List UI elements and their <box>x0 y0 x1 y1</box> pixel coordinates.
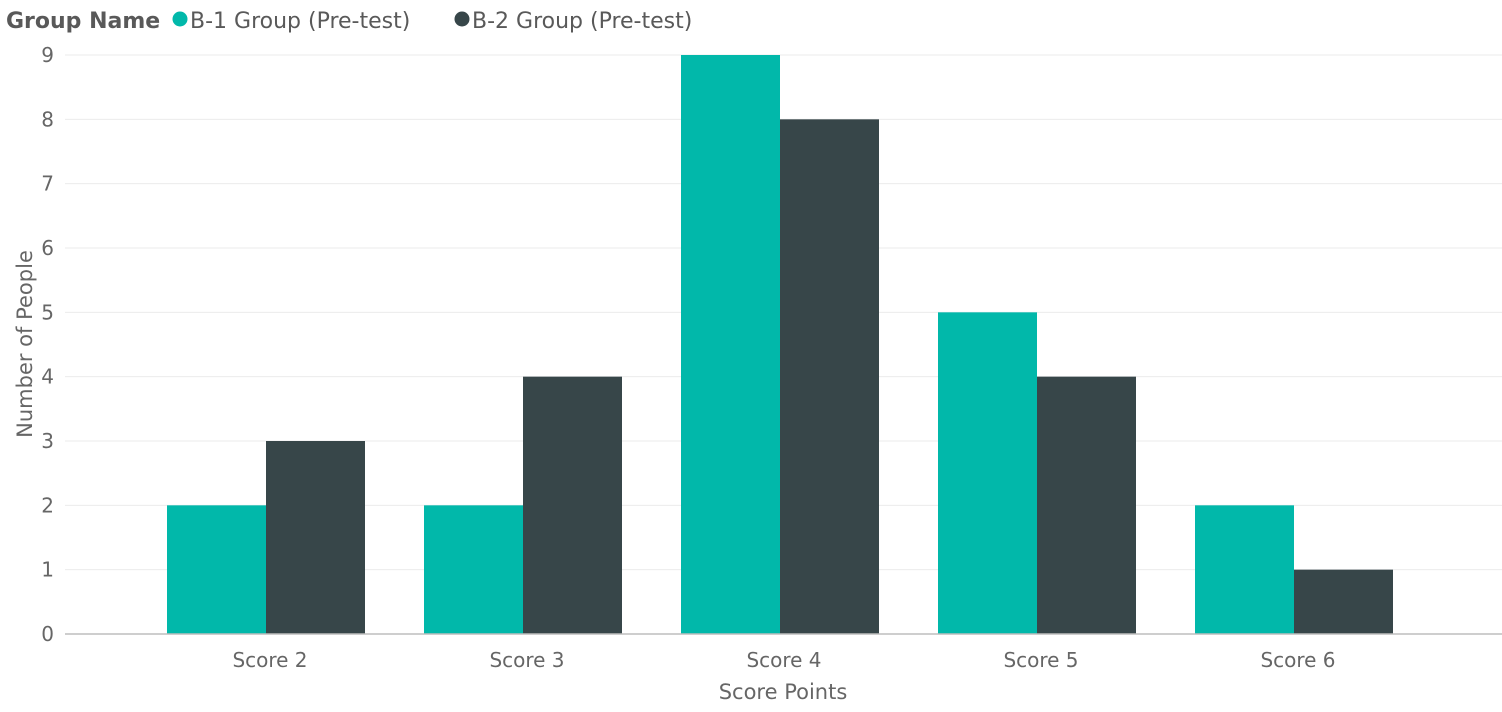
y-tick-label: 7 <box>41 172 54 196</box>
legend: Group Name B-1 Group (Pre-test) B-2 Grou… <box>6 9 692 34</box>
y-axis-ticks: 0 1 2 3 4 5 6 7 8 9 <box>41 43 54 646</box>
x-tick-label: Score 6 <box>1260 648 1335 672</box>
x-axis-ticks: Score 2 Score 3 Score 4 Score 5 Score 6 <box>232 648 1335 672</box>
bar-b1-score-3[interactable] <box>424 505 523 634</box>
bar-b2-score-5[interactable] <box>1037 376 1136 634</box>
legend-title: Group Name <box>6 9 160 34</box>
y-tick-label: 0 <box>41 622 54 646</box>
y-tick-label: 9 <box>41 43 54 67</box>
y-tick-label: 8 <box>41 107 54 131</box>
bar-b1-score-2[interactable] <box>167 505 266 634</box>
bar-b2-score-2[interactable] <box>266 441 365 634</box>
y-tick-label: 2 <box>41 493 54 517</box>
legend-marker-b2 <box>454 11 470 27</box>
y-tick-label: 3 <box>41 429 54 453</box>
y-tick-label: 1 <box>41 558 54 582</box>
bar-b1-score-4[interactable] <box>681 55 780 634</box>
y-tick-label: 6 <box>41 236 54 260</box>
y-axis-title: Number of People <box>13 250 37 438</box>
y-tick-label: 4 <box>41 365 54 389</box>
x-axis-title: Score Points <box>719 680 848 704</box>
legend-label-b1: B-1 Group (Pre-test) <box>190 9 410 34</box>
bars <box>167 55 1393 635</box>
bar-b1-score-6[interactable] <box>1195 505 1294 634</box>
bar-b2-score-6[interactable] <box>1294 569 1393 634</box>
x-tick-label: Score 4 <box>746 648 821 672</box>
legend-marker-b1 <box>172 11 188 27</box>
bar-b2-score-3[interactable] <box>523 376 622 634</box>
x-tick-label: Score 2 <box>232 648 307 672</box>
bar-b2-score-4[interactable] <box>780 119 879 635</box>
x-tick-label: Score 5 <box>1003 648 1078 672</box>
legend-label-b2: B-2 Group (Pre-test) <box>472 9 692 34</box>
x-tick-label: Score 3 <box>489 648 564 672</box>
bar-b1-score-5[interactable] <box>938 312 1037 634</box>
y-tick-label: 5 <box>41 300 54 324</box>
